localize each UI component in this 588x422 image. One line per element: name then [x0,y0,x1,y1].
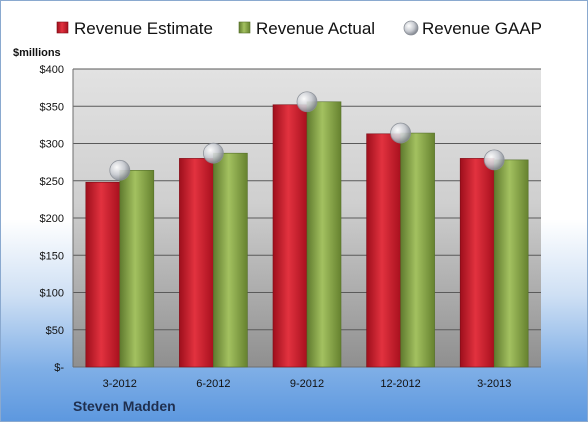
bar-revenue-actual [213,152,248,368]
bar-revenue-estimate [459,158,495,368]
y-tick-label: $250 [40,176,64,188]
bar-revenue-actual [493,159,529,368]
marker-revenue-gaap [202,142,224,164]
bar-revenue-actual [306,101,342,368]
y-tick-label: $- [54,362,64,374]
legend-label: Revenue GAAP [422,19,542,38]
company-name: Steven Madden [73,398,176,414]
bar-revenue-estimate [85,181,121,368]
y-tick-label: $100 [40,288,64,300]
y-tick-label: $200 [40,213,64,225]
marker-revenue-gaap [483,149,505,171]
x-tick-label: 12-2012 [380,378,420,390]
bar-revenue-actual [400,132,435,368]
marker-revenue-gaap [109,159,131,181]
y-axis-unit-label: $millions [13,47,61,59]
y-tick-label: $400 [40,64,64,76]
y-tick-label: $300 [40,139,64,151]
legend-label: Revenue Estimate [74,19,213,38]
x-tick-label: 9-2012 [290,378,324,390]
bars [85,101,529,368]
legend: Revenue Estimate Revenue Actual Revenue GA… [56,19,542,38]
y-tick-label: $150 [40,250,64,262]
x-tick-label: 6-2012 [196,378,230,390]
legend-swatch [56,21,69,34]
bar-revenue-actual [119,170,155,368]
legend-item-revenue-actual: Revenue Actual [238,19,375,38]
y-tick-label: $50 [46,325,64,337]
y-tick-label: $350 [40,101,64,113]
legend-swatch [238,21,251,34]
marker-revenue-gaap [390,122,412,144]
bar-revenue-estimate [272,104,308,368]
gaap-markers [109,91,505,181]
legend-swatch [403,20,419,36]
x-tick-label: 3-2013 [477,378,511,390]
axes: $- $50 $100 $150 $200 $250 $300 $350 $400 3-2012 6… [40,64,512,390]
legend-label: Revenue Actual [256,19,375,38]
x-tick-label: 3-2012 [103,378,137,390]
legend-item-revenue-estimate: Revenue Estimate [56,19,213,38]
legend-item-revenue-gaap: Revenue GAAP [403,19,542,38]
bar-revenue-estimate [366,133,401,368]
marker-revenue-gaap [296,91,318,113]
bar-revenue-estimate [179,158,214,368]
